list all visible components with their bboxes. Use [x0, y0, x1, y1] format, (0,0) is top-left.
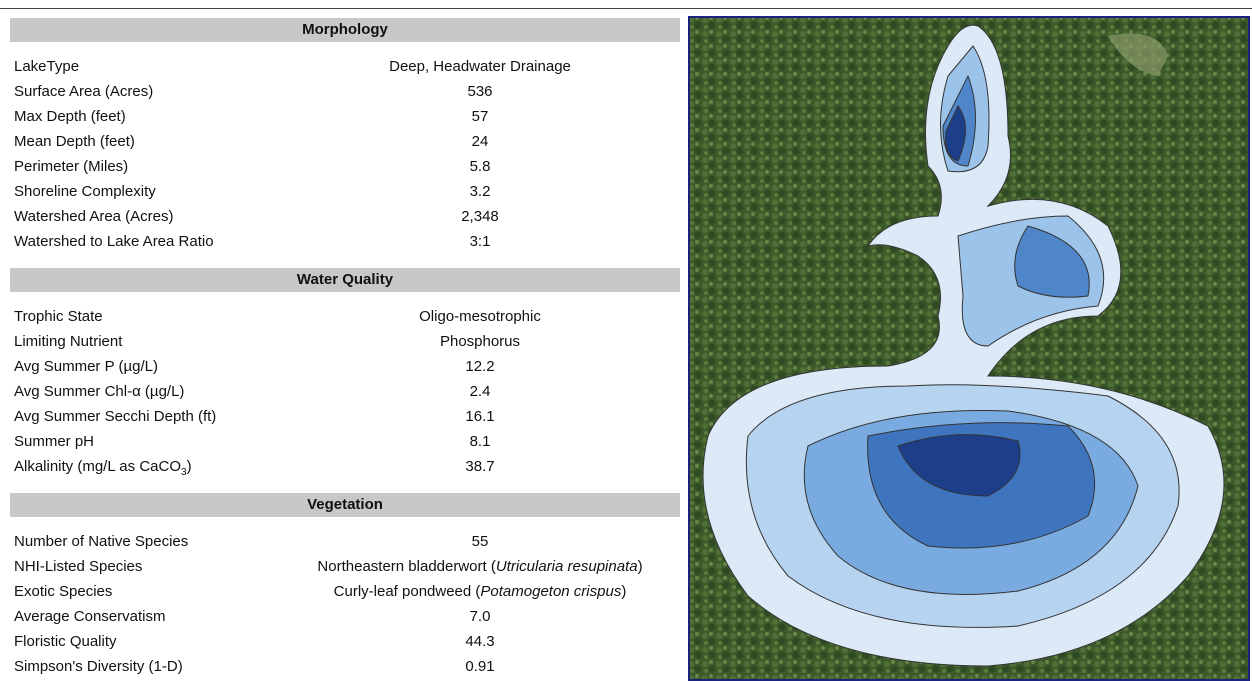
row-label: NHI-Listed Species	[14, 558, 143, 575]
section-header: Morphology	[10, 18, 680, 42]
row-label: Max Depth (feet)	[14, 108, 126, 125]
row-value: 16.1	[465, 408, 495, 425]
text-part: Curly-leaf pondweed (	[333, 583, 481, 600]
row-label: Simpson's Diversity (1-D)	[14, 658, 183, 675]
text-part: )	[186, 458, 192, 475]
row-value: Northeastern bladderwort (Utricularia re…	[270, 556, 690, 578]
text-part: Potamogeton crispus	[480, 583, 622, 600]
bathymetry-map	[688, 16, 1250, 681]
row-value: Oligo-mesotrophic	[419, 308, 541, 325]
row-label: Floristic Quality	[14, 633, 117, 650]
row-label: LakeType	[14, 58, 80, 75]
row-label: Avg Summer Chl-α (µg/L)	[14, 383, 185, 400]
row-value: 12.2	[465, 358, 495, 375]
section-header: Vegetation	[10, 493, 680, 517]
text-part: )	[637, 558, 643, 575]
row-value: Curly-leaf pondweed (Potamogeton crispus…	[270, 581, 690, 603]
text-part: Northeastern bladderwort (	[317, 558, 496, 575]
row-value: Deep, Headwater Drainage	[389, 58, 571, 75]
row-value: 44.3	[465, 633, 495, 650]
row-label: Watershed to Lake Area Ratio	[14, 233, 214, 250]
row-label: Shoreline Complexity	[14, 183, 156, 200]
row-value: 55	[471, 533, 489, 550]
row-label: Avg Summer P (µg/L)	[14, 358, 158, 375]
section-header: Water Quality	[10, 268, 680, 292]
row-value: 3.2	[469, 183, 491, 200]
row-value: 7.0	[469, 608, 491, 625]
row-label: Number of Native Species	[14, 533, 189, 550]
top-rule	[0, 8, 1252, 9]
row-label: Summer pH	[14, 433, 95, 450]
row-value: 0.91	[465, 658, 495, 675]
text-part: )	[621, 583, 627, 600]
row-value: 3:1	[469, 233, 491, 250]
row-label: Avg Summer Secchi Depth (ft)	[14, 408, 217, 425]
row-value: 2.4	[469, 383, 491, 400]
row-label: Alkalinity (mg/L as CaCO3)	[14, 456, 192, 478]
row-value: Phosphorus	[439, 333, 521, 350]
row-label: Limiting Nutrient	[14, 333, 123, 350]
row-value: 57	[471, 108, 489, 125]
row-label: Watershed Area (Acres)	[14, 208, 174, 225]
row-label: Exotic Species	[14, 583, 113, 600]
row-value: 5.8	[469, 158, 491, 175]
text-part: Alkalinity (mg/L as CaCO	[14, 458, 181, 475]
row-value: 536	[467, 83, 493, 100]
text-part: 3	[181, 467, 187, 478]
row-label: Surface Area (Acres)	[14, 83, 154, 100]
text-part: Utricularia resupinata	[495, 558, 638, 575]
row-label: Mean Depth (feet)	[14, 133, 135, 150]
row-label: Trophic State	[14, 308, 103, 325]
row-label: Perimeter (Miles)	[14, 158, 129, 175]
row-value: 8.1	[469, 433, 491, 450]
row-value: 2,348	[461, 208, 499, 225]
row-value: 24	[471, 133, 489, 150]
row-label: Average Conservatism	[14, 608, 166, 625]
row-value: 38.7	[465, 458, 495, 475]
